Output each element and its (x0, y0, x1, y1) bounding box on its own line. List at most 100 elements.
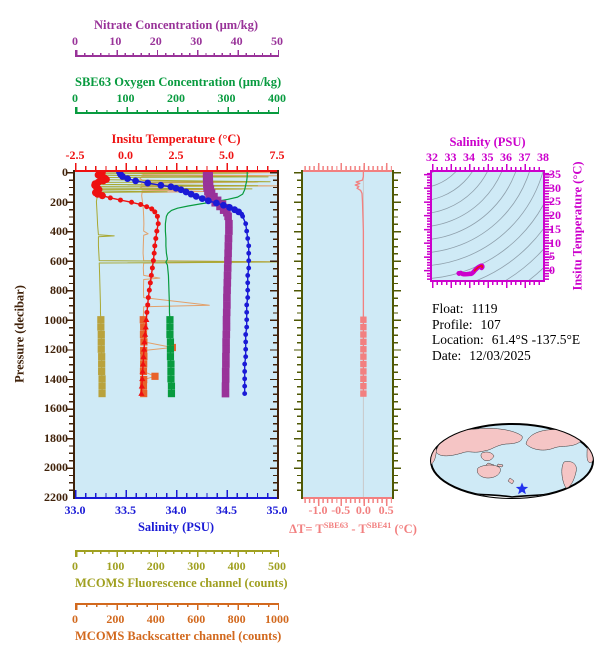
tick-label: 800 (50, 283, 68, 298)
float-info: Float: 1119 Profile: 107 Location: 61.4°S -… (432, 301, 580, 363)
tick-label: 0.0 (355, 503, 371, 517)
tick-label: 33.5 (115, 503, 136, 517)
ts-right-border (543, 170, 545, 282)
tick-label: 5 (549, 249, 555, 264)
tick-label: 35 (481, 150, 494, 164)
tick-label: 1400 (44, 371, 68, 386)
backscatter-axis-title: MCOMS Backscatter channel (counts) (75, 629, 282, 643)
tick-label: 1800 (44, 430, 68, 445)
tick-label: 0 (549, 263, 555, 278)
tick-label: 35 (549, 166, 561, 181)
tick-label: 0 (72, 612, 78, 626)
temperature-axis-title: Insitu Temperature (°C) (111, 132, 241, 146)
nitrate-axis-title: Nitrate Concentration (µm/kg) (93, 18, 259, 32)
tick-label: 35.0 (266, 503, 288, 517)
ts-temperature-axis-title: Insitu Temperature (°C) (570, 161, 585, 291)
nitrate-axis (75, 50, 279, 57)
delta-t-right-border (392, 170, 394, 499)
oxygen-axis-title: SBE63 Oxygen Concentration (µm/kg) (75, 75, 282, 89)
tick-label: 20 (149, 34, 162, 48)
tick-label: 34.0 (165, 503, 187, 517)
fluorescence-axis-title: MCOMS Fluorescence channel (counts) (75, 576, 288, 590)
tick-label: 0 (62, 165, 68, 179)
oxygen-axis (75, 107, 279, 114)
tick-label: 30 (549, 180, 561, 195)
ts-salinity-tick-labels: 32 33 34 35 36 37 38 (426, 150, 549, 164)
tick-label: 200 (106, 612, 125, 626)
tick-label: 2.5 (168, 148, 184, 162)
tick-label: 0 (72, 91, 78, 105)
tick-label: 400 (227, 559, 246, 573)
tick-label: 800 (227, 612, 246, 626)
tick-label: 10 (549, 235, 561, 250)
tick-label: 34.5 (216, 503, 237, 517)
tick-label: 0.0 (118, 148, 133, 162)
oxygen-axis-tick-labels: 0 100 200 300 400 (72, 91, 286, 105)
tick-label: 33 (444, 150, 457, 164)
tick-label: 36 (499, 150, 512, 164)
ts-top-border (430, 170, 545, 172)
tick-label: 2000 (44, 460, 68, 475)
delta-t-left-border (301, 170, 303, 499)
ts-left-border (430, 170, 432, 282)
tick-label: 500 (268, 559, 286, 573)
tick-label: 300 (217, 91, 236, 105)
tick-label: 15 (549, 221, 561, 236)
salinity-axis-title: Salinity (PSU) (137, 520, 215, 534)
delta-t-bottom-border (301, 497, 394, 499)
delta-t-top-border (301, 170, 394, 172)
tick-label: 0 (72, 34, 78, 48)
location-line: Location: 61.4°S -137.5°E (432, 332, 581, 347)
main-plot-right-border (277, 170, 279, 499)
main-plot-bottom-border (73, 497, 279, 499)
tick-label: 7.5 (269, 148, 285, 162)
tick-label: 200 (146, 559, 165, 573)
tick-label: 100 (116, 91, 135, 105)
profile-line: Profile: 107 (432, 316, 501, 332)
delta-t-tick-labels: -1.0 -0.5 0.0 0.5 (303, 503, 394, 517)
tick-label: 34 (462, 150, 475, 164)
nitrate-axis-tick-labels: 0 10 20 30 40 50 (72, 34, 283, 48)
tick-label: 0.5 (378, 503, 394, 517)
temperature-axis-tick-labels: -2.5 0.0 2.5 5.0 7.5 (66, 148, 285, 162)
float-id-line: Float: 1119 (432, 301, 498, 316)
float-location-star (515, 482, 529, 495)
tick-label: 200 (50, 194, 68, 209)
tick-label: 300 (187, 559, 206, 573)
map-landmasses (431, 424, 593, 498)
main-plot-curves (91, 172, 277, 398)
delta-t-axis-title: ΔT= TSBE63 - TSBE41 (°C) (289, 520, 417, 537)
world-map (430, 423, 594, 499)
tick-label: 1000 (265, 612, 289, 626)
tick-label: 32 (426, 150, 438, 164)
delta-t-curve (354, 172, 367, 497)
tick-label: 37 (518, 150, 531, 164)
tick-label: 50 (271, 34, 283, 48)
tick-label: 30 (190, 34, 203, 48)
tick-label: 5.0 (219, 148, 234, 162)
tick-label: 400 (50, 224, 68, 239)
fluorescence-axis-tick-labels: 0 100 200 300 400 500 (72, 559, 286, 573)
tick-label: 100 (106, 559, 125, 573)
tick-label: 400 (268, 91, 286, 105)
delta-t-plot-area (303, 172, 392, 497)
main-plot-left-border (73, 170, 75, 499)
tick-label: 2200 (44, 490, 68, 504)
tick-label: 0 (72, 559, 78, 573)
ts-salinity-axis-title: Salinity (PSU) (449, 135, 526, 149)
tick-label: -1.0 (308, 503, 328, 517)
tick-label: 33.0 (64, 503, 86, 517)
tick-label: 600 (50, 253, 68, 268)
tick-label: 400 (146, 612, 165, 626)
tick-label: 1000 (44, 312, 68, 327)
date-line: Date: 12/03/2025 (432, 347, 531, 363)
tick-label: -2.5 (65, 148, 85, 162)
fluorescence-axis (75, 550, 279, 557)
main-plot-top-border (73, 170, 279, 172)
tick-label: -0.5 (331, 503, 351, 517)
tick-label: 10 (109, 34, 122, 48)
backscatter-axis-tick-labels: 0 200 400 600 800 1000 (72, 612, 289, 626)
ts-plot-curves (432, 172, 543, 280)
tick-label: 40 (230, 34, 243, 48)
